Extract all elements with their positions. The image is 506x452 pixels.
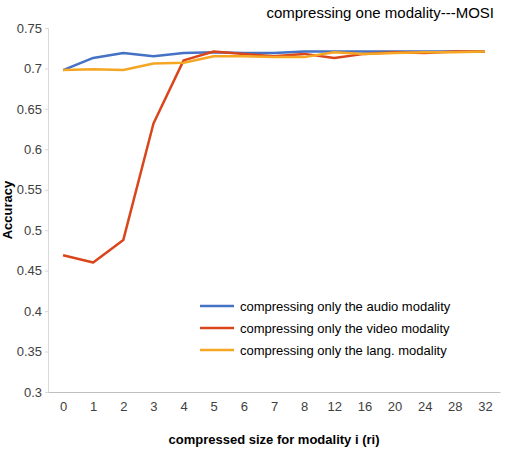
x-axis-title: compressed size for modality i (ri) [169,432,380,447]
plot-area: 0.30.350.40.450.50.550.60.650.70.7501234… [17,21,501,415]
y-tick-label: 0.7 [24,61,42,76]
y-tick-label: 0.6 [24,142,42,157]
y-tick-mark [45,68,48,69]
x-tick-label: 28 [448,399,462,414]
x-tick-label: 20 [388,399,402,414]
x-axis-line [49,392,501,393]
x-tick-label: 7 [271,399,278,414]
y-tick: 0.6 [24,142,48,157]
y-tick-label: 0.3 [24,385,42,400]
y-tick: 0.55 [17,182,48,197]
legend-item: compressing only the audio modality [200,299,451,314]
legend-swatch [200,305,234,308]
x-tick: 8 [301,392,308,414]
legend-item: compressing only the video modality [200,321,450,336]
legend-swatch [200,327,234,330]
x-tick-label: 12 [328,399,342,414]
y-tick-mark [45,352,48,353]
x-tick: 7 [271,392,278,414]
y-tick: 0.75 [17,21,48,36]
x-tick-label: 8 [301,399,308,414]
y-axis: 0.3 0.35 0.4 0.45 0.5 0.55 0.6 0.65 0.7 0.75 [17,21,49,400]
x-tick-label: 0 [60,399,67,414]
x-tick: 28 [448,392,462,414]
x-tick: 2 [120,392,127,414]
x-tick: 16 [358,392,372,414]
series-group [63,51,485,262]
y-tick: 0.7 [24,61,48,76]
y-tick-label: 0.45 [17,263,42,278]
x-tick-label: 24 [418,399,432,414]
x-tick-label: 4 [180,399,187,414]
series-line [63,51,485,70]
y-tick-mark [45,230,48,231]
legend-label: compressing only the lang. modality [240,343,447,358]
x-tick-label: 2 [120,399,127,414]
y-tick-mark [45,149,48,150]
legend-item: compressing only the lang. modality [200,343,447,358]
series-line [63,51,485,70]
legend-swatch [200,349,234,352]
x-tick-label: 6 [241,399,248,414]
x-tick: 0 [60,392,67,414]
x-tick: 3 [150,392,157,414]
y-tick: 0.45 [17,263,48,278]
y-tick-mark [45,271,48,272]
x-tick: 24 [418,392,432,414]
y-tick-mark [45,109,48,110]
y-tick-mark [45,311,48,312]
x-axis: 012345678121620242832 [49,392,501,414]
x-tick-label: 32 [478,399,492,414]
y-tick-label: 0.75 [17,21,42,36]
y-tick-mark [45,392,48,393]
y-axis-line [45,29,49,393]
y-tick: 0.5 [24,223,48,238]
legend: compressing only the audio modality compr… [200,299,451,358]
y-tick: 0.35 [17,344,48,359]
title: compressing one modality---MOSI [266,4,494,21]
x-tick: 6 [241,392,248,414]
x-tick: 4 [180,392,187,414]
x-tick-label: 1 [90,399,97,414]
y-tick: 0.4 [24,304,48,319]
y-axis-title: Accuracy [0,180,15,239]
chart: 0.30.350.40.450.50.550.60.650.70.7501234… [0,0,506,452]
legend-label: compressing only the audio modality [240,299,451,314]
y-tick: 0.3 [24,385,48,400]
y-tick-label: 0.4 [24,304,42,319]
legend-label: compressing only the video modality [240,321,450,336]
x-tick-label: 16 [358,399,372,414]
x-tick-label: 5 [211,399,218,414]
x-tick: 5 [211,392,218,414]
y-tick-label: 0.35 [17,344,42,359]
y-tick-mark [45,28,48,29]
y-tick-mark [45,190,48,191]
x-tick: 12 [328,392,342,414]
y-tick-label: 0.5 [24,223,42,238]
y-tick-label: 0.65 [17,102,42,117]
x-tick: 32 [478,392,492,414]
y-tick: 0.65 [17,102,48,117]
x-tick-label: 3 [150,399,157,414]
y-tick-label: 0.55 [17,182,42,197]
x-tick: 1 [90,392,97,414]
series-line [63,51,485,262]
x-tick: 20 [388,392,402,414]
